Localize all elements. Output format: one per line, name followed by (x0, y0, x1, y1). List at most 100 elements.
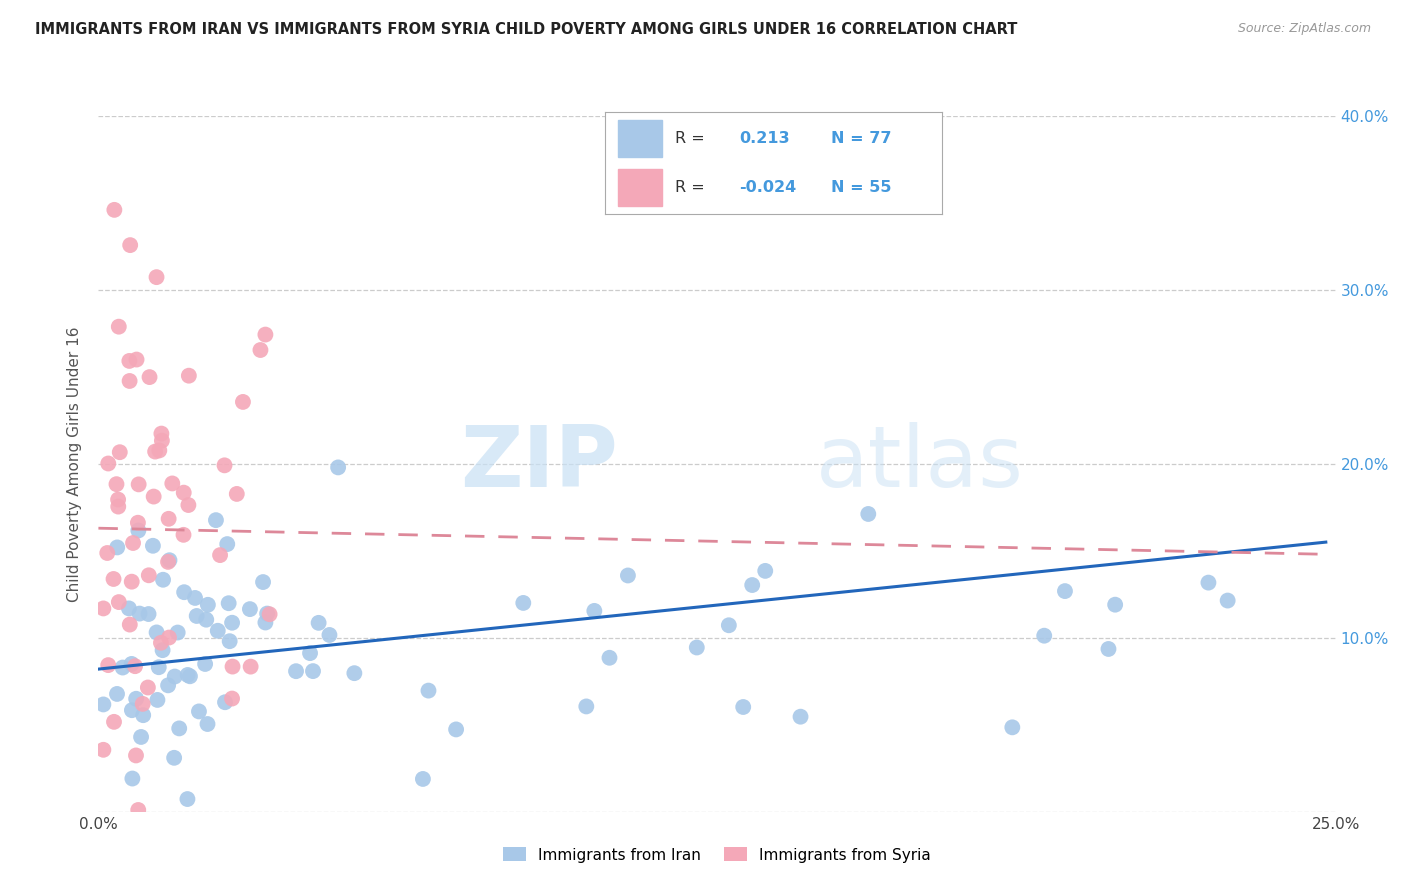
Text: -0.024: -0.024 (740, 180, 797, 195)
Point (149, 636, 172, 650)
Point (789, 709, 811, 723)
Point (195, 613, 218, 627)
Point (308, 615, 330, 630)
Point (741, 578, 763, 592)
Point (1104, 598, 1126, 612)
Point (214, 458, 236, 473)
Bar (619, 120, 662, 157)
Point (221, 691, 243, 706)
Point (107, 319, 129, 334)
Point (103, 202, 125, 217)
Point (188, 705, 211, 719)
Point (128, 477, 150, 491)
Point (127, 524, 149, 538)
Point (129, 730, 152, 744)
Point (254, 327, 277, 342)
Point (105, 477, 128, 491)
Point (318, 628, 340, 642)
Point (93, 743, 115, 757)
Point (252, 575, 274, 590)
Point (121, 772, 143, 786)
Point (163, 669, 186, 683)
Point (686, 640, 709, 655)
Point (157, 678, 180, 692)
Point (150, 426, 173, 441)
Point (108, 445, 131, 459)
Point (177, 498, 200, 512)
Point (152, 643, 174, 657)
Point (125, 691, 148, 706)
Point (205, 513, 228, 527)
Point (617, 568, 640, 582)
Point (176, 792, 198, 806)
Point (97, 457, 120, 471)
Point (121, 657, 143, 671)
Point (107, 492, 129, 507)
Point (1001, 720, 1024, 734)
Point (176, 668, 198, 682)
Point (207, 624, 229, 638)
Point (302, 664, 325, 678)
Text: ZIP: ZIP (460, 422, 619, 506)
Point (118, 601, 141, 615)
Point (127, 803, 149, 817)
Point (118, 617, 141, 632)
Point (217, 537, 239, 551)
Point (93, 601, 115, 615)
Point (232, 395, 254, 409)
Point (145, 625, 167, 640)
Point (418, 683, 440, 698)
Point (221, 659, 243, 673)
Point (103, 572, 125, 586)
Point (194, 657, 217, 671)
Point (326, 460, 349, 475)
Point (124, 659, 146, 673)
Point (93, 698, 115, 712)
Point (167, 722, 190, 736)
Point (131, 697, 153, 711)
Point (97, 658, 120, 673)
Point (146, 693, 169, 707)
Point (218, 634, 240, 648)
Point (121, 703, 143, 717)
Point (162, 476, 184, 491)
Point (179, 669, 201, 683)
Point (221, 615, 243, 630)
Text: atlas: atlas (815, 422, 1024, 506)
Point (285, 664, 308, 678)
Point (209, 548, 232, 562)
Point (138, 370, 160, 384)
Point (1097, 642, 1119, 657)
Point (118, 374, 141, 388)
Point (717, 618, 740, 632)
Point (583, 604, 606, 618)
Point (254, 615, 277, 630)
Point (142, 539, 165, 553)
Point (754, 564, 776, 578)
Point (1197, 575, 1219, 590)
Point (173, 585, 195, 599)
Text: R =: R = (675, 130, 706, 145)
Point (148, 660, 170, 674)
Bar (619, 169, 662, 206)
Point (152, 573, 174, 587)
Text: N = 77: N = 77 (831, 130, 891, 145)
Point (132, 708, 155, 723)
Point (733, 700, 755, 714)
Text: 0.213: 0.213 (740, 130, 790, 145)
Point (145, 270, 167, 285)
Point (166, 625, 188, 640)
Point (1216, 593, 1239, 607)
Text: Source: ZipAtlas.com: Source: ZipAtlas.com (1237, 22, 1371, 36)
Point (122, 536, 145, 550)
Point (142, 490, 165, 504)
Point (173, 485, 195, 500)
Point (512, 596, 534, 610)
Point (128, 607, 150, 621)
Point (125, 352, 148, 367)
Point (598, 650, 620, 665)
Point (239, 602, 262, 616)
Point (105, 541, 128, 555)
Point (136, 681, 159, 695)
Point (575, 699, 598, 714)
